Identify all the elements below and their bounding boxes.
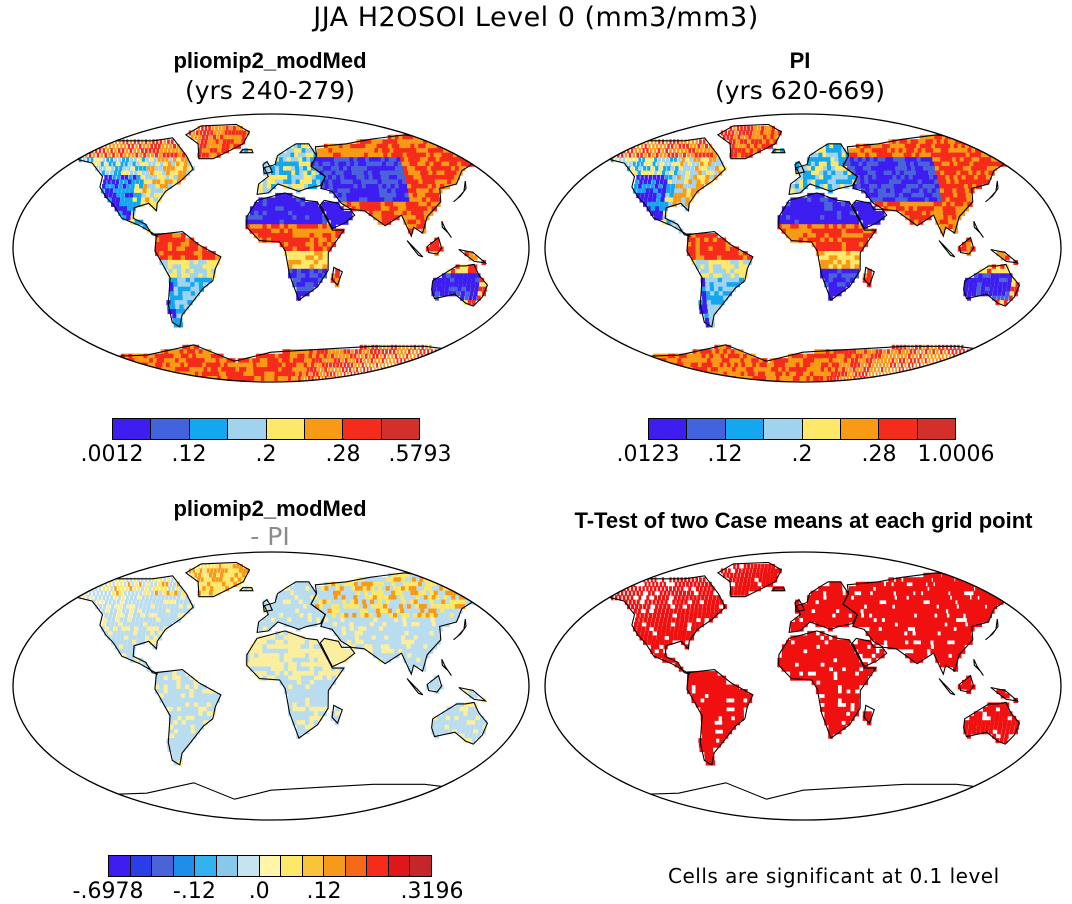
colorbar-label: 1.0006 [918, 442, 995, 467]
map-cells [575, 126, 1048, 381]
colorbar-label: -.6978 [73, 879, 144, 904]
map-cells [43, 126, 516, 381]
colorbar-panel-3: -.6978-.12.0.12.3196 [108, 855, 432, 877]
colorbar-box [764, 419, 802, 439]
colorbar-boxes [108, 855, 432, 877]
panel-1-title: pliomip2_modMed [10, 48, 530, 74]
colorbar-panel-1: .0012.12.2.28.5793 [112, 418, 420, 440]
colorbar-box [109, 856, 131, 876]
colorbar-box [389, 856, 411, 876]
colorbar-label: .12 [307, 879, 342, 904]
colorbar-box [195, 856, 217, 876]
colorbar-box [267, 419, 305, 439]
colorbar-box [803, 419, 841, 439]
colorbar-box [841, 419, 879, 439]
colorbar-label: .5793 [389, 442, 452, 467]
colorbar-box [217, 856, 239, 876]
colorbar-box [131, 856, 153, 876]
colorbar-box [190, 419, 228, 439]
colorbar-box [649, 419, 687, 439]
colorbar-label: .0012 [81, 442, 144, 467]
colorbar-label: .28 [862, 442, 897, 467]
colorbar-box [281, 856, 303, 876]
map-panel-1 [8, 108, 534, 388]
colorbar-label: .2 [256, 442, 277, 467]
colorbar-box [174, 856, 196, 876]
colorbar-label: .12 [708, 442, 743, 467]
colorbar-box [113, 419, 151, 439]
colorbar-label: -.12 [173, 879, 216, 904]
colorbar-box [879, 419, 917, 439]
colorbar-label: .2 [792, 442, 813, 467]
colorbar-label: .0123 [617, 442, 680, 467]
colorbar-box [410, 856, 431, 876]
significance-note: Cells are significant at 0.1 level [668, 864, 1000, 888]
colorbar-box [918, 419, 955, 439]
colorbar-box [305, 419, 343, 439]
map-cells [57, 564, 516, 766]
panel-1-subtitle: (yrs 240-279) [10, 76, 530, 105]
map-panel-2 [540, 108, 1066, 388]
colorbar-box [324, 856, 346, 876]
panel-2-subtitle: (yrs 620-669) [540, 76, 1060, 105]
colorbar-boxes [112, 418, 420, 440]
panel-4-title: T-Test of two Case means at each grid po… [535, 508, 1072, 534]
panel-3-title: pliomip2_modMed [10, 496, 530, 522]
panel-2-title: PI [540, 48, 1060, 74]
colorbar-box [152, 856, 174, 876]
main-title: JJA H2OSOI Level 0 (mm3/mm3) [0, 2, 1072, 33]
colorbar-box [367, 856, 389, 876]
colorbar-boxes [648, 418, 956, 440]
colorbar-box [346, 856, 368, 876]
map-panel-4 [540, 546, 1066, 826]
colorbar-box [687, 419, 725, 439]
colorbar-label: .0 [249, 879, 270, 904]
colorbar-box [726, 419, 764, 439]
colorbar-box [303, 856, 325, 876]
map-cells [589, 564, 1044, 766]
colorbar-box [260, 856, 282, 876]
colorbar-box [228, 419, 266, 439]
colorbar-box [238, 856, 260, 876]
colorbar-label: .12 [172, 442, 207, 467]
colorbar-box [343, 419, 381, 439]
colorbar-box [382, 419, 419, 439]
colorbar-box [151, 419, 189, 439]
map-panel-3 [8, 546, 534, 826]
colorbar-label: .3196 [401, 879, 464, 904]
colorbar-label: .28 [326, 442, 361, 467]
